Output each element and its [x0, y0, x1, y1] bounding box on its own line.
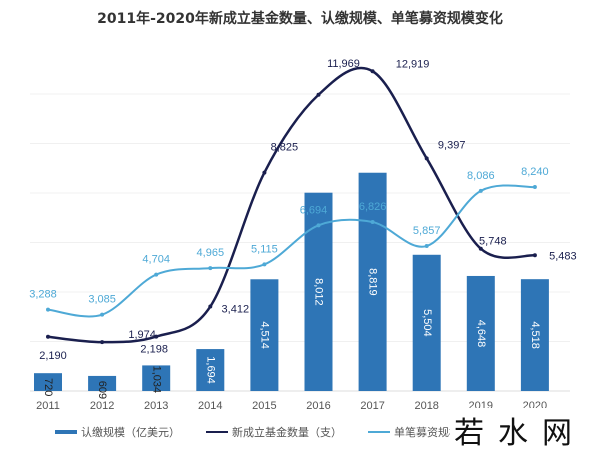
bar [196, 349, 225, 391]
x-tick-label: 2017 [360, 400, 384, 412]
bar-data-label: 4,648 [475, 320, 487, 348]
x-tick-label: 2015 [252, 400, 276, 412]
line-data-label: 5,748 [479, 236, 507, 248]
line-data-label: 5,483 [549, 250, 577, 262]
bar [412, 254, 441, 391]
line-data-label: 2,198 [140, 344, 168, 356]
line-data-label: 6,826 [359, 201, 387, 213]
x-tick-label: 2011 [36, 400, 60, 412]
x-tick-label: 2016 [306, 400, 330, 412]
watermark-logo: 若水网 [450, 408, 590, 451]
bar [142, 365, 171, 391]
line-data-label: 1,974 [128, 329, 156, 341]
data-point [154, 272, 159, 277]
data-point [532, 185, 537, 190]
data-point [262, 170, 267, 175]
legend-item-bar: 认缴规模（亿美元） [55, 424, 180, 440]
bar-data-label: 8,012 [313, 278, 325, 306]
data-point [100, 340, 105, 345]
line-data-label: 3,288 [29, 289, 57, 301]
series-line [47, 184, 535, 318]
data-point [46, 307, 50, 312]
data-point [46, 334, 50, 339]
bar [88, 375, 117, 391]
bar-data-label: 609 [96, 381, 108, 399]
bar [358, 172, 387, 391]
bar-data-label: 5,504 [421, 309, 433, 337]
data-point [478, 188, 483, 193]
data-point [208, 304, 213, 309]
data-point [100, 312, 105, 317]
data-point [208, 266, 213, 271]
data-point [424, 156, 429, 161]
legend-label: 单笔募资规模 [394, 426, 460, 439]
bar [520, 279, 549, 391]
x-tick-label: 2013 [144, 400, 168, 412]
chart-title: 2011年-2020年新成立基金数量、认缴规模、单笔募资规模变化 [97, 11, 503, 27]
legend-swatch [368, 431, 390, 433]
legend-swatch [206, 431, 228, 433]
data-point [370, 69, 375, 74]
line-data-label: 3,412 [222, 304, 250, 316]
bar-data-label: 1,694 [204, 356, 216, 384]
data-point [316, 223, 321, 228]
line-data-label: 3,085 [88, 294, 116, 306]
line-data-label: 9,397 [438, 139, 466, 151]
bar [250, 279, 279, 391]
line-data-label: 8,086 [467, 170, 495, 182]
bar-data-label: 1,034 [150, 366, 162, 394]
bar [466, 275, 495, 391]
data-point [424, 244, 429, 249]
data-point [370, 220, 375, 225]
line-data-label: 6,694 [300, 204, 328, 216]
bar-data-label: 4,514 [258, 321, 270, 349]
bar-data-label: 4,518 [529, 321, 541, 349]
data-point [316, 92, 321, 97]
x-tick-label: 2012 [90, 400, 114, 412]
data-point [262, 262, 267, 267]
x-tick-label: 2018 [414, 400, 438, 412]
legend-item-count: 新成立基金数量（支） [206, 424, 342, 440]
legend-label: 新成立基金数量（支） [232, 426, 342, 439]
line-data-label: 4,965 [197, 247, 225, 259]
legend-label: 认缴规模（亿美元） [81, 426, 180, 439]
line-data-label: 5,857 [413, 225, 441, 237]
line-data-label: 8,825 [271, 142, 299, 154]
data-point [154, 334, 159, 339]
data-point [532, 253, 537, 258]
legend: 认缴规模（亿美元） 新成立基金数量（支） 单笔募资规模 [55, 424, 460, 440]
bar-data-label: 8,819 [367, 268, 379, 296]
series-line [47, 66, 536, 344]
line-data-label: 2,190 [39, 350, 67, 362]
line-data-label: 4,704 [142, 254, 170, 266]
bar [34, 373, 62, 391]
line-data-label: 8,240 [521, 166, 549, 178]
legend-item-size: 单笔募资规模 [368, 424, 460, 440]
line-data-label: 11,969 [327, 58, 360, 70]
line-data-label: 12,919 [396, 58, 430, 70]
data-point [478, 246, 483, 251]
bar-data-label: 720 [42, 378, 54, 396]
line-data-label: 5,115 [251, 243, 278, 255]
x-tick-label: 2014 [198, 400, 222, 412]
legend-swatch [55, 430, 77, 434]
